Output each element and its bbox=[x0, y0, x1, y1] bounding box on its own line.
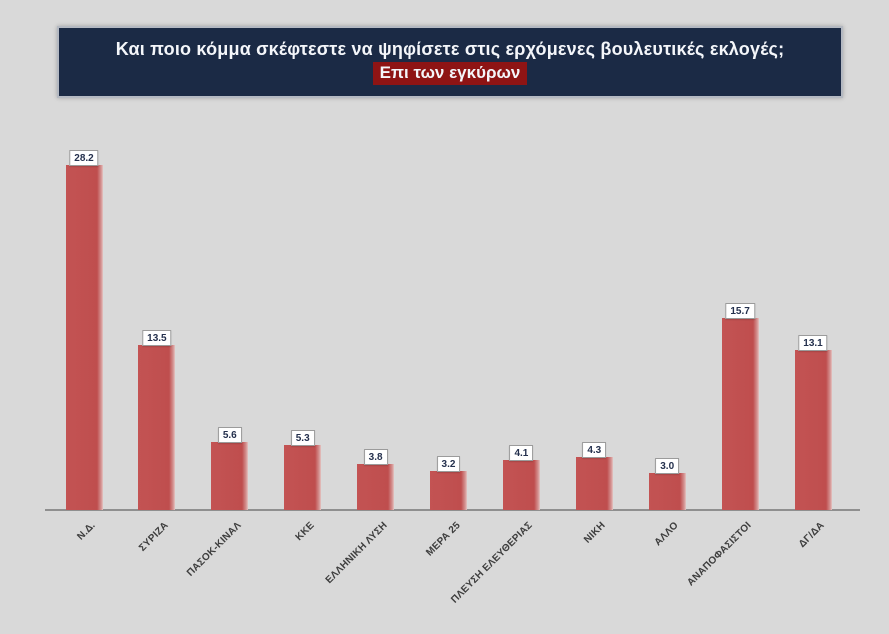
bar-4 bbox=[284, 445, 322, 510]
bar-value-label: 3.8 bbox=[363, 449, 388, 465]
subtitle-highlight: Επι των εγκύρων bbox=[372, 62, 528, 85]
bar-value-label: 5.3 bbox=[290, 430, 315, 446]
poll-chart-frame: Και ποιο κόμμα σκέφτεστε να ψηφίσετε στι… bbox=[45, 26, 860, 606]
bar-value-label: 28.2 bbox=[69, 150, 99, 166]
bar-3 bbox=[211, 442, 249, 510]
bar-9 bbox=[648, 473, 686, 510]
bar-value-label: 3.2 bbox=[436, 456, 461, 472]
question-title: Και ποιο κόμμα σκέφτεστε να ψηφίσετε στι… bbox=[115, 39, 785, 60]
bar-2 bbox=[138, 345, 176, 510]
bar-value-label: 15.7 bbox=[725, 303, 755, 319]
bar-value-label: 4.3 bbox=[582, 442, 607, 458]
bar-6 bbox=[430, 471, 467, 510]
bar-11 bbox=[794, 350, 832, 510]
subtitle-row: Επι των εγκύρων bbox=[372, 62, 528, 85]
bar-value-label: 5.6 bbox=[217, 427, 242, 443]
question-banner: Και ποιο κόμμα σκέφτεστε να ψηφίσετε στι… bbox=[57, 26, 843, 98]
bar-value-label: 4.1 bbox=[509, 445, 534, 461]
bar-8 bbox=[575, 457, 613, 510]
bar-value-label: 13.1 bbox=[798, 335, 828, 351]
x-axis-line bbox=[45, 509, 860, 511]
bar-10 bbox=[721, 318, 759, 510]
bar-7 bbox=[502, 460, 540, 510]
bar-chart: 28.2 Ν.Δ. 13.5 ΣΥΡΙΖΑ 5.6 ΠΑΣΟΚ-ΚΙΝΑΛ 5.3 ΚΚΕ 3.… bbox=[45, 150, 860, 606]
bar-value-label: 3.0 bbox=[655, 458, 680, 474]
bar-1 bbox=[65, 165, 103, 510]
x-axis-category-label: Ν.Δ. bbox=[75, 520, 98, 543]
bar-value-label: 13.5 bbox=[142, 330, 172, 346]
bar-5 bbox=[357, 464, 395, 510]
